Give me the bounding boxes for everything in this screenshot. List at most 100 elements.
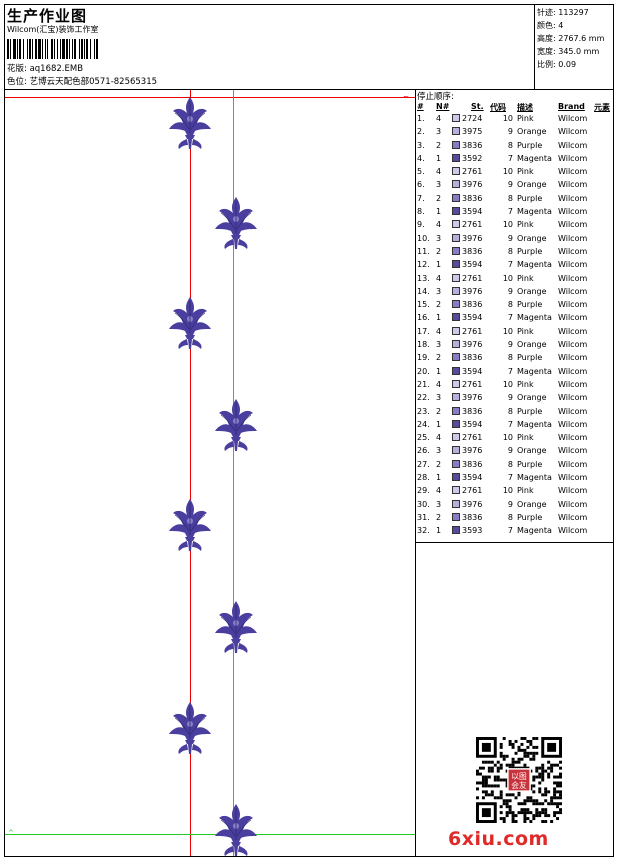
fleur-de-lis-icon <box>169 702 211 754</box>
row-number: 23. <box>417 406 430 416</box>
table-row: 25. 4 2761 10 Pink Wilcom <box>416 432 613 445</box>
code-cell: 8 <box>507 459 513 469</box>
row-number: 16. <box>417 313 430 323</box>
color-swatch <box>452 459 460 468</box>
color-swatch <box>452 207 460 216</box>
needle-number: 2 <box>436 140 442 150</box>
stitch-count-cell: 2761 <box>462 167 483 177</box>
needle-number: 1 <box>436 313 442 323</box>
stitch-count-cell: 3976 <box>462 340 483 350</box>
production-sheet: 生产作业图 Wilcom(汇宝)​装饰工作室 花版: aq1682.EMB 色位… <box>4 4 614 857</box>
color-swatch <box>452 260 460 269</box>
table-row: 4. 1 3592 7 Magenta Wilcom <box>416 153 613 166</box>
code-cell: 10 <box>502 486 513 496</box>
brand-cell: Wilcom <box>558 273 588 283</box>
needle-number: 3 <box>436 180 442 190</box>
description-cell: Magenta <box>517 526 552 536</box>
brand-cell: Wilcom <box>558 300 588 310</box>
design-width: 宽度: 345.0 mm <box>537 47 600 56</box>
row-number: 20. <box>417 366 430 376</box>
table-row: 7. 2 3836 8 Purple Wilcom <box>416 193 613 206</box>
description-cell: Magenta <box>517 260 552 270</box>
color-swatch <box>452 419 460 428</box>
table-row: 22. 3 3976 9 Orange Wilcom <box>416 392 613 405</box>
row-number: 3. <box>417 140 425 150</box>
needle-number: 4 <box>436 114 442 123</box>
needle-number: 2 <box>436 406 442 416</box>
stitch-count-cell: 3592 <box>462 153 483 163</box>
brand-cell: Wilcom <box>558 246 588 256</box>
brand-cell: Wilcom <box>558 526 588 536</box>
stitch-count-cell: 3976 <box>462 393 483 403</box>
code-cell: 9 <box>507 286 513 296</box>
row-number: 31. <box>417 512 430 522</box>
table-row: 32. 1 3593 7 Magenta Wilcom <box>416 525 613 538</box>
needle-number: 3 <box>436 340 442 350</box>
color-swatch <box>452 127 460 136</box>
stitch-count-cell: 3975 <box>462 127 483 137</box>
stitch-count-cell: 3976 <box>462 180 483 190</box>
stitch-count-cell: 2761 <box>462 220 483 230</box>
fleur-de-lis-icon <box>215 804 257 856</box>
table-row: 6. 3 3976 9 Orange Wilcom <box>416 179 613 192</box>
table-row: 17. 4 2761 10 Pink Wilcom <box>416 326 613 339</box>
stitch-count: 针迹: 113297 <box>537 8 589 17</box>
table-row: 30. 3 3976 9 Orange Wilcom <box>416 499 613 512</box>
table-row: 1. 4 2724 10 Pink Wilcom <box>416 113 613 126</box>
code-cell: 10 <box>502 220 513 230</box>
stitch-count-cell: 3594 <box>462 473 483 483</box>
table-row: 23. 2 3836 8 Purple Wilcom <box>416 406 613 419</box>
description-cell: Purple <box>517 193 543 203</box>
needle-number: 4 <box>436 326 442 336</box>
brand-cell: Wilcom <box>558 419 588 429</box>
color-swatch <box>452 512 460 521</box>
code-cell: 7 <box>507 419 513 429</box>
thread-rows: 1. 4 2724 10 Pink Wilcom 2. 3 3975 9 Orange Wilcom 3… <box>416 113 613 539</box>
code-cell: 7 <box>507 153 513 163</box>
watermark-text: 6xiu.com <box>448 828 549 850</box>
needle-number: 3 <box>436 127 442 137</box>
needle-number: 4 <box>436 433 442 443</box>
needle-number: 3 <box>436 286 442 296</box>
row-number: 18. <box>417 340 430 350</box>
stitch-count-cell: 3836 <box>462 193 483 203</box>
row-number: 17. <box>417 326 430 336</box>
brand-cell: Wilcom <box>558 512 588 522</box>
description-cell: Pink <box>517 379 534 389</box>
needle-number: 2 <box>436 512 442 522</box>
needle-number: 4 <box>436 379 442 389</box>
needle-number: 2 <box>436 459 442 469</box>
needle-number: 3 <box>436 446 442 456</box>
code-cell: 9 <box>507 446 513 456</box>
studio-name: Wilcom(汇宝)​装饰工作室 <box>7 25 99 34</box>
color-swatch <box>452 313 460 322</box>
table-row: 2. 3 3975 9 Orange Wilcom <box>416 126 613 139</box>
needle-number: 2 <box>436 246 442 256</box>
color-swatch <box>452 473 460 482</box>
needle-number: 2 <box>436 353 442 363</box>
stitch-count-cell: 3594 <box>462 419 483 429</box>
row-number: 6. <box>417 180 425 190</box>
description-cell: Magenta <box>517 153 552 163</box>
needle-number: 1 <box>436 260 442 270</box>
row-number: 29. <box>417 486 430 496</box>
brand-cell: Wilcom <box>558 340 588 350</box>
stitch-count-cell: 2724 <box>462 114 483 123</box>
description-cell: Purple <box>517 406 543 416</box>
needle-number: 4 <box>436 167 442 177</box>
color-swatch <box>452 220 460 229</box>
stitch-count-cell: 3836 <box>462 512 483 522</box>
stitch-count-cell: 2761 <box>462 433 483 443</box>
code-cell: 8 <box>507 406 513 416</box>
stop-sequence-label: 停止顺序: <box>417 92 454 102</box>
needle-number: 1 <box>436 207 442 217</box>
color-swatch <box>452 286 460 295</box>
code-cell: 10 <box>502 433 513 443</box>
needle-number: 1 <box>436 419 442 429</box>
col-header-n: N# <box>436 102 450 111</box>
color-swatch <box>452 153 460 162</box>
description-cell: Purple <box>517 246 543 256</box>
green-corner-mark: ^ <box>8 829 14 837</box>
brand-cell: Wilcom <box>558 220 588 230</box>
row-number: 22. <box>417 393 430 403</box>
